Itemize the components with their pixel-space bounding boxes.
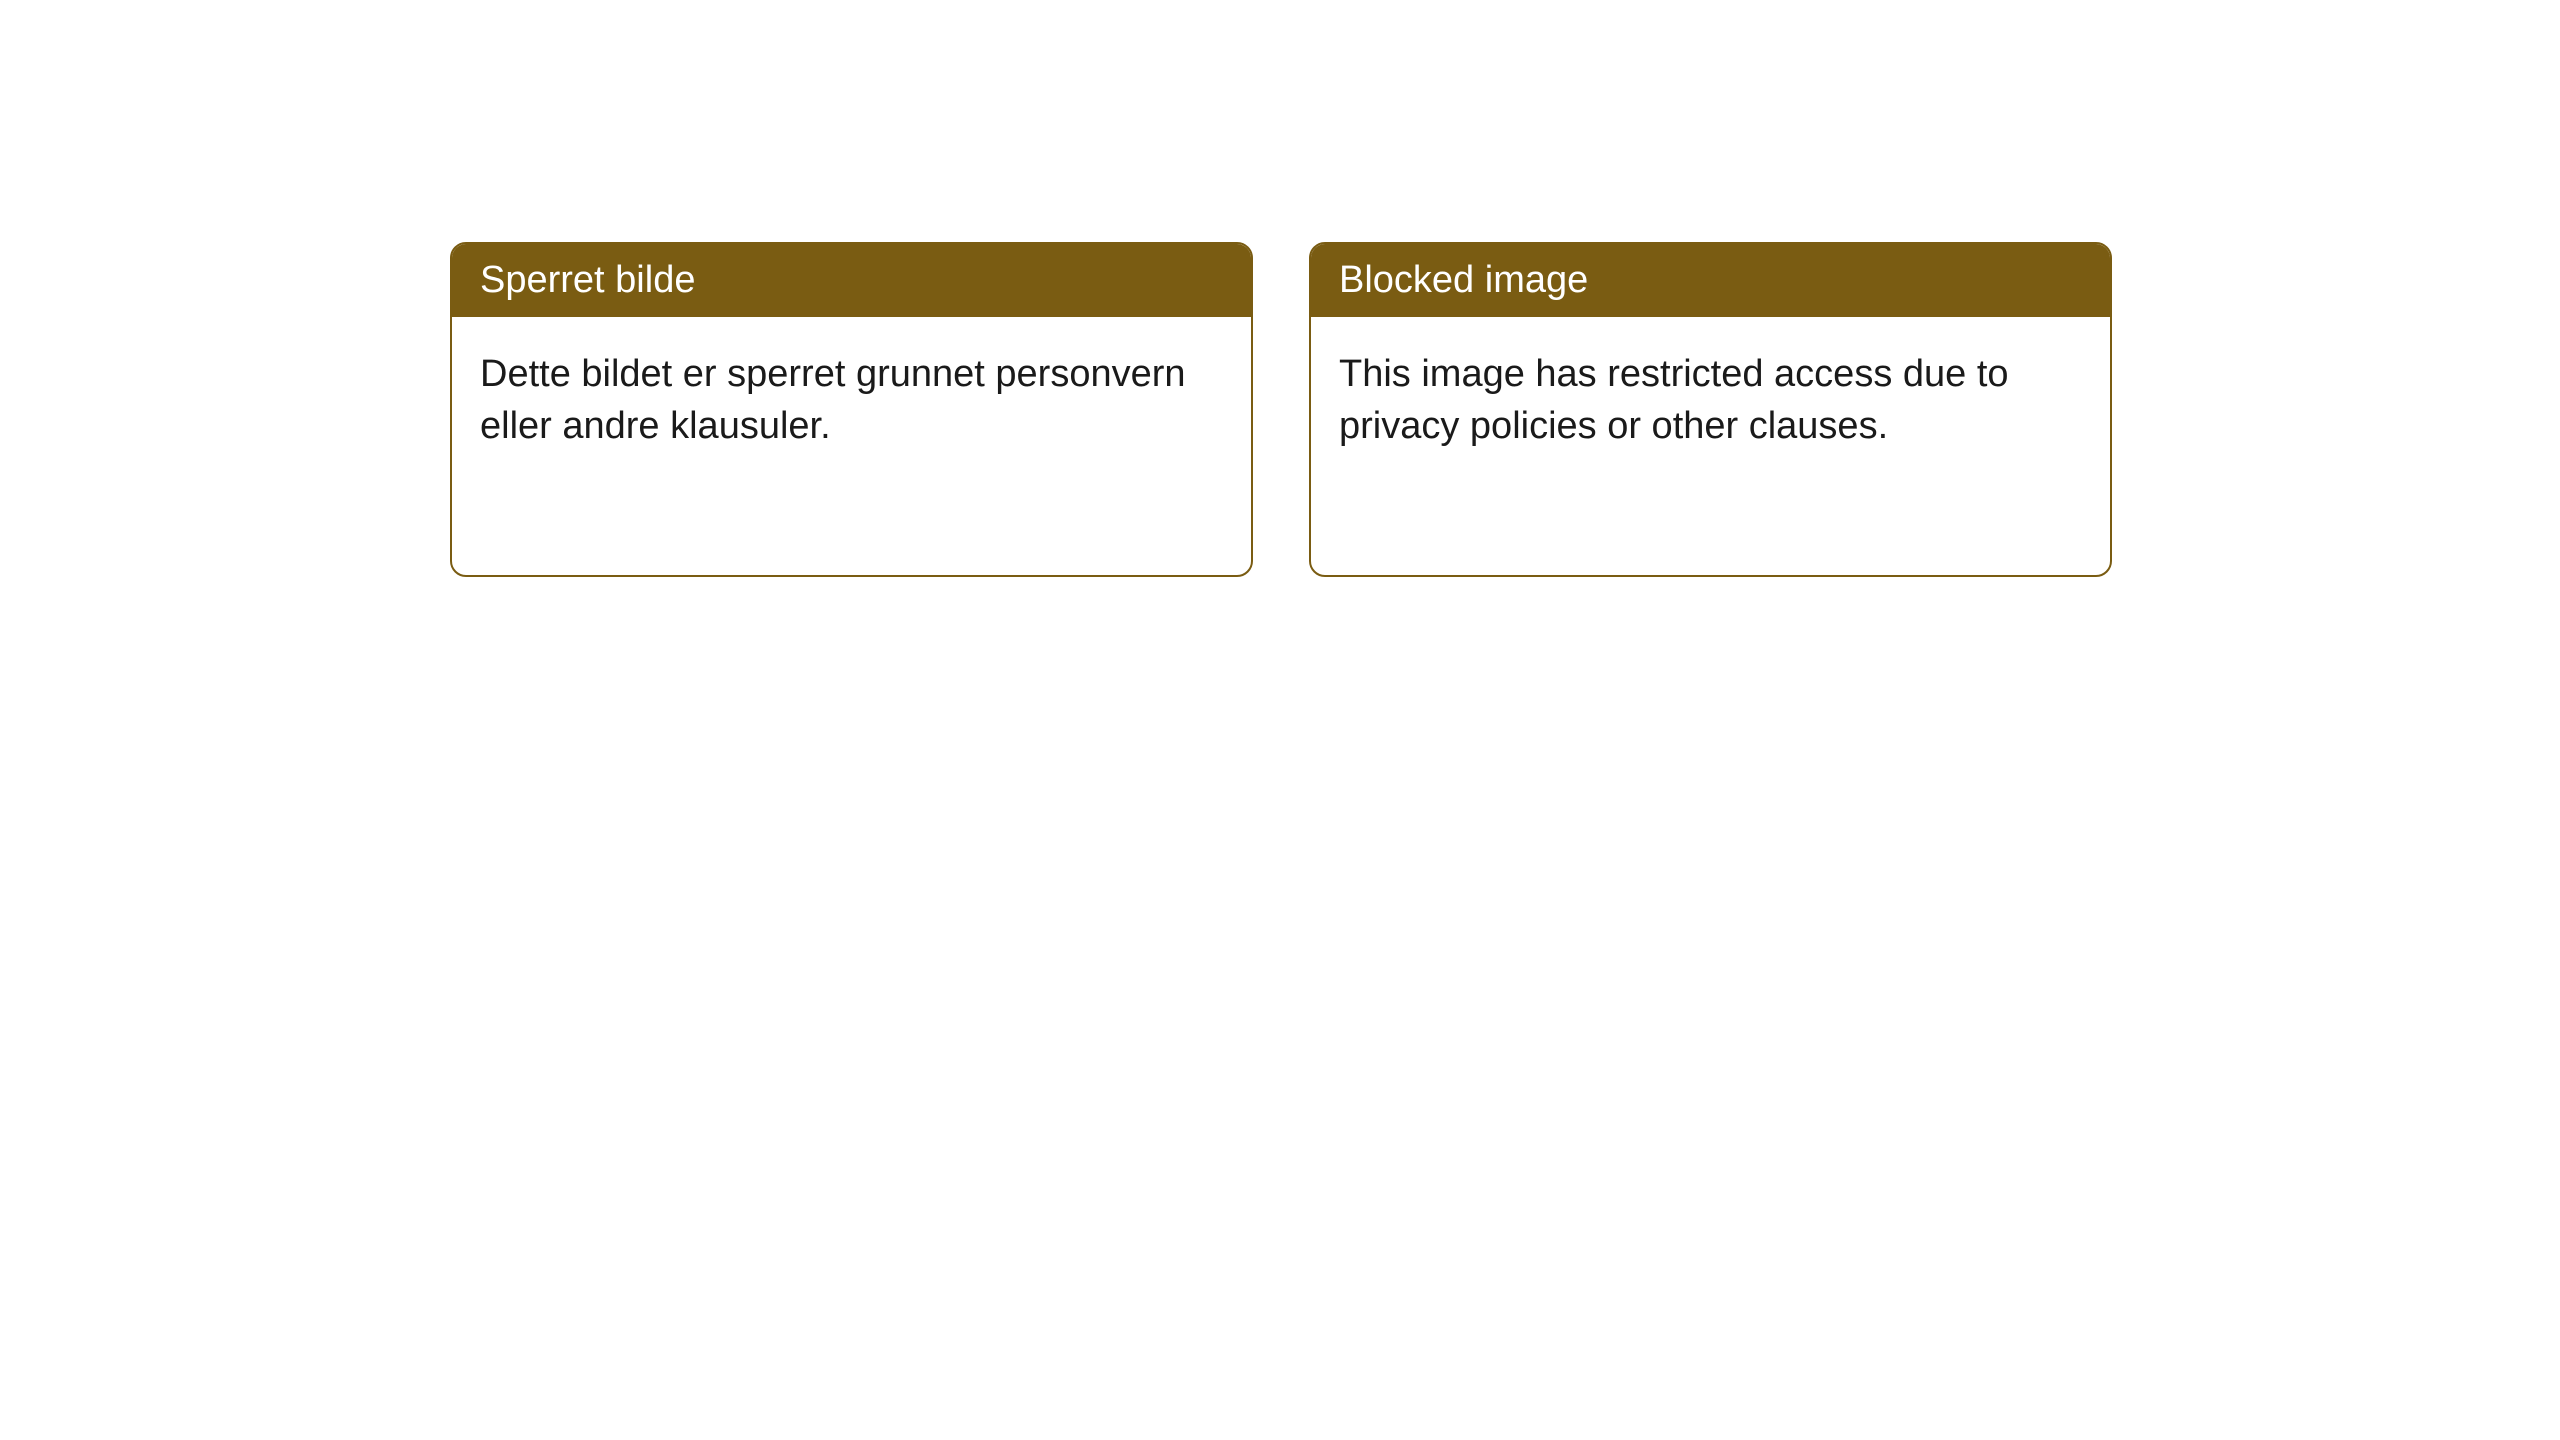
notices-container: Sperret bilde Dette bildet er sperret gr… <box>450 242 2112 577</box>
notice-body: This image has restricted access due to … <box>1311 317 2110 476</box>
notice-card-norwegian: Sperret bilde Dette bildet er sperret gr… <box>450 242 1253 577</box>
notice-card-english: Blocked image This image has restricted … <box>1309 242 2112 577</box>
notice-body: Dette bildet er sperret grunnet personve… <box>452 317 1251 476</box>
notice-header: Sperret bilde <box>452 244 1251 317</box>
notice-header: Blocked image <box>1311 244 2110 317</box>
